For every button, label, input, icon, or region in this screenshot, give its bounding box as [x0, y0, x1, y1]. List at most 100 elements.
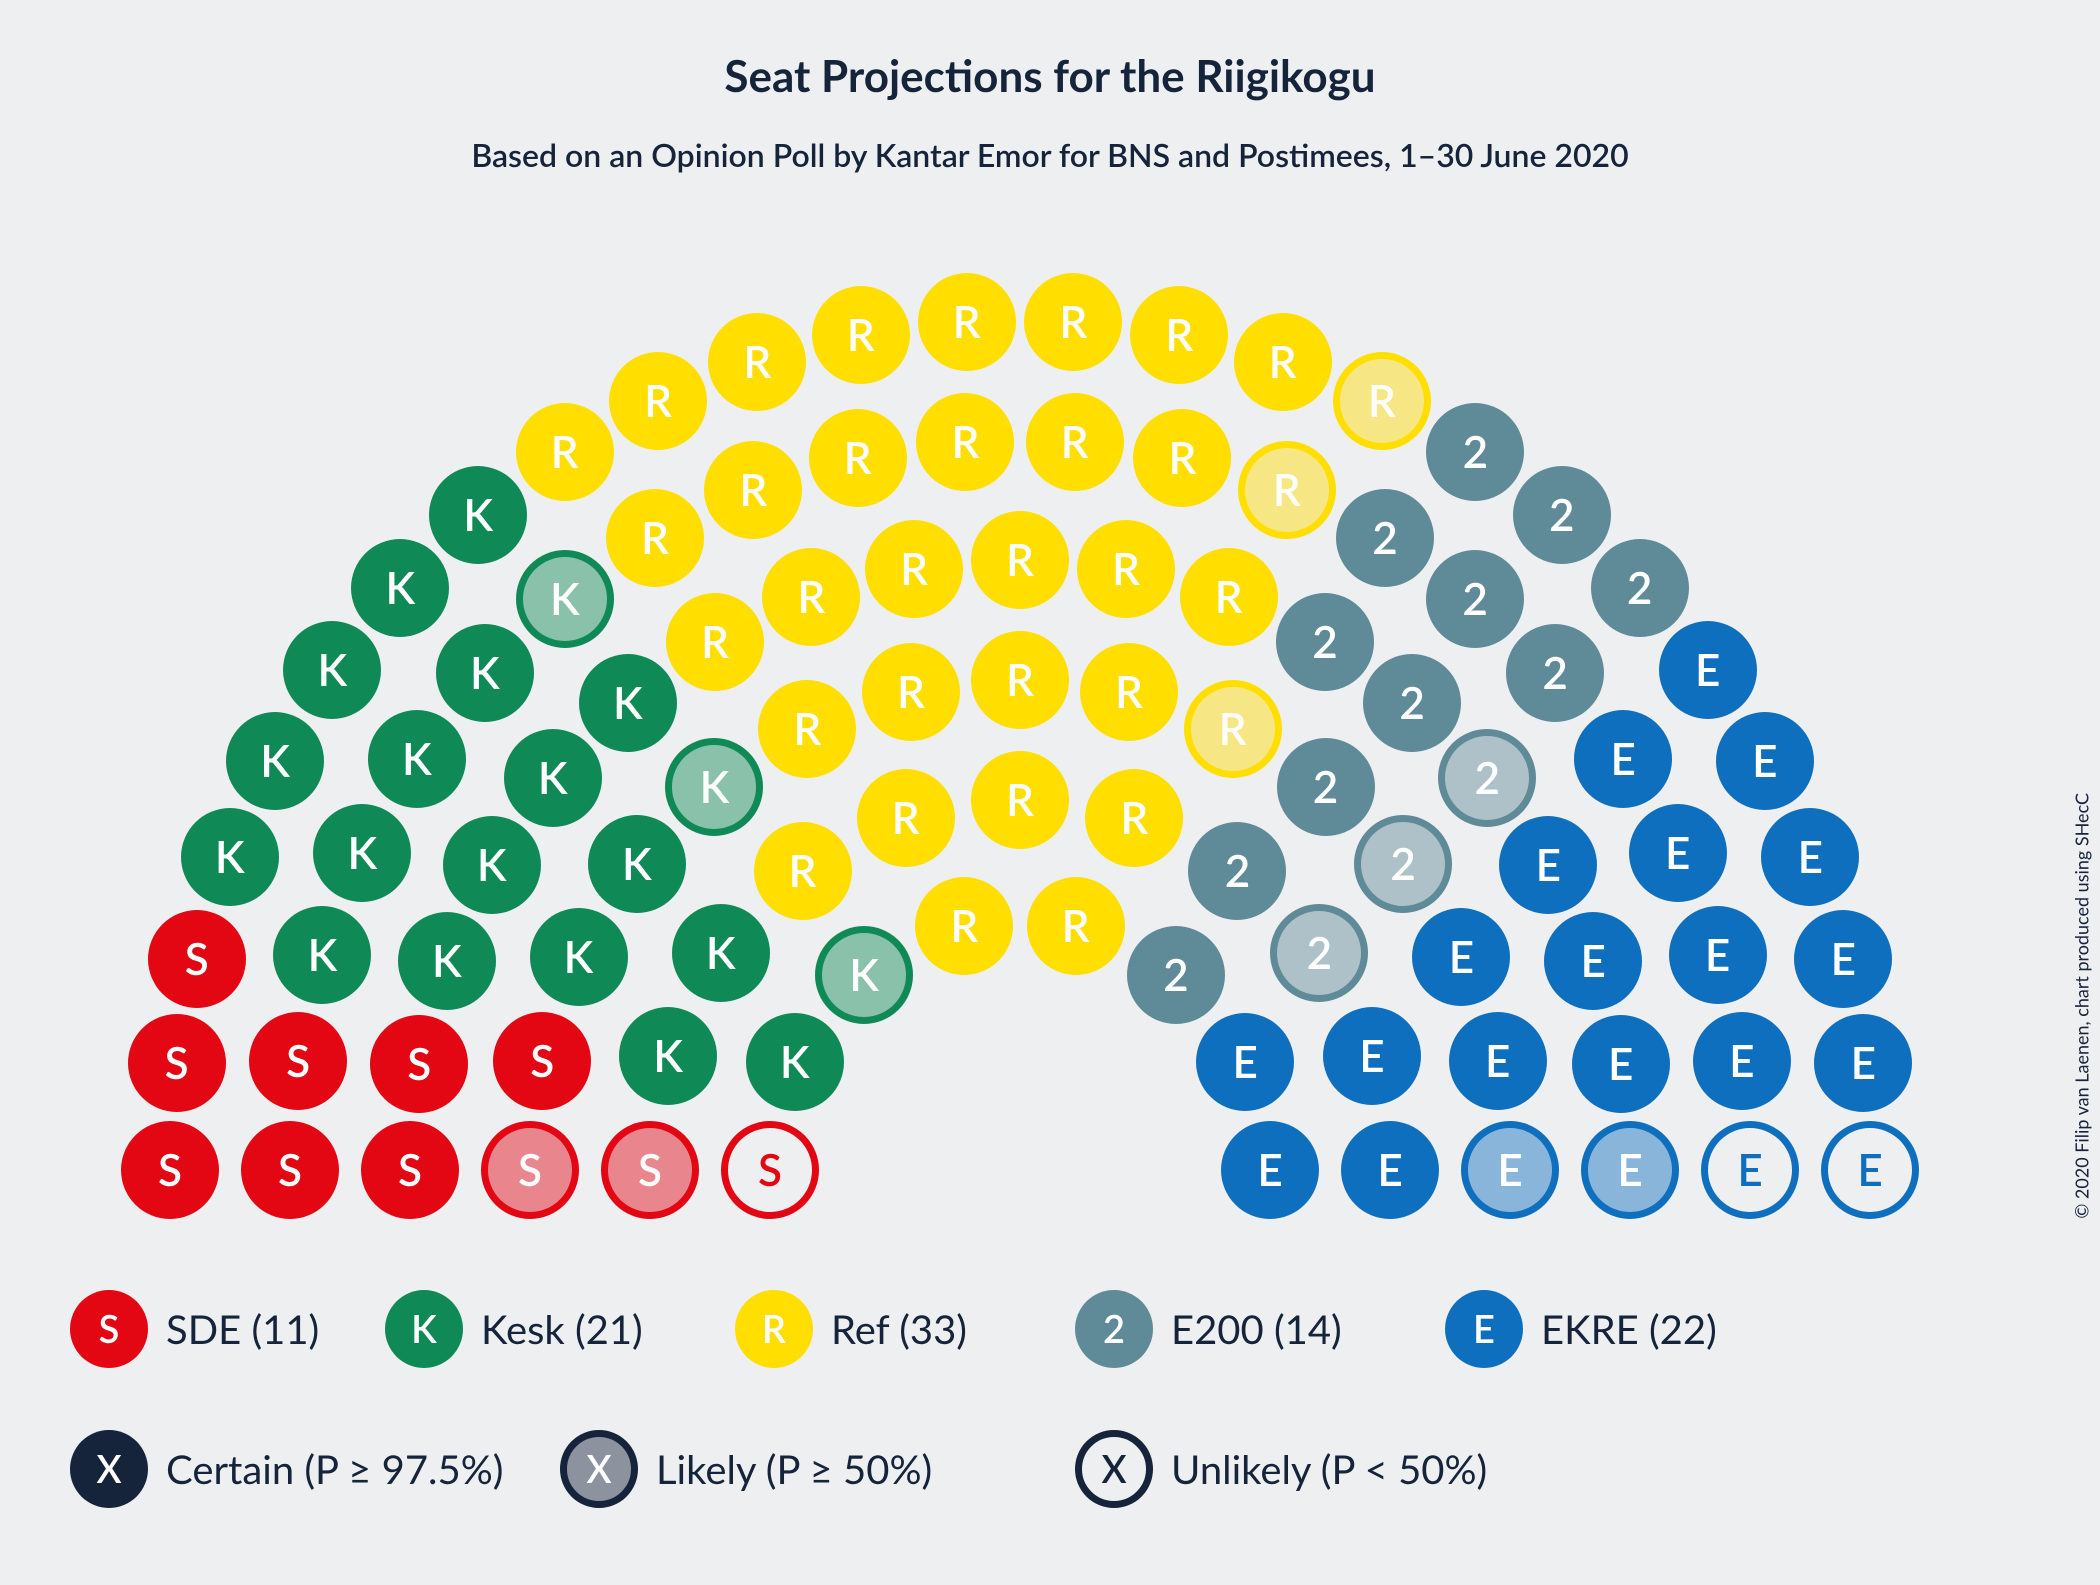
seat-ekre: E — [1659, 621, 1757, 719]
seat-ref: R — [516, 403, 614, 501]
seat-kesk: K — [283, 621, 381, 719]
seat-ref: R — [1077, 520, 1175, 618]
seat-kesk: K — [504, 729, 602, 827]
seat-ref: R — [1234, 313, 1332, 411]
seat-kesk: K — [579, 654, 677, 752]
seat-ekre: E — [1323, 1007, 1421, 1105]
seat-ref: R — [971, 631, 1069, 729]
seat-ref: R — [1024, 273, 1122, 371]
seat-e200: 2 — [1426, 403, 1524, 501]
seat-kesk: K — [588, 815, 686, 913]
seat-ekre: E — [1196, 1013, 1294, 1111]
seat-ekre: E — [1544, 912, 1642, 1010]
seat-kesk: K — [665, 738, 763, 836]
seat-ref: R — [754, 822, 852, 920]
seat-e200: 2 — [1277, 738, 1375, 836]
seat-kesk: K — [516, 550, 614, 648]
seat-kesk: K — [351, 539, 449, 637]
seat-ref: R — [971, 511, 1069, 609]
seat-sde: S — [481, 1121, 579, 1219]
seat-kesk: K — [398, 912, 496, 1010]
seat-kesk: K — [429, 466, 527, 564]
seat-ekre: E — [1449, 1012, 1547, 1110]
seat-ekre: E — [1341, 1121, 1439, 1219]
seat-ekre: E — [1221, 1121, 1319, 1219]
seat-ref: R — [915, 877, 1013, 975]
seat-ekre: E — [1499, 816, 1597, 914]
seat-ekre: E — [1669, 906, 1767, 1004]
legend-party-e200: 2E200 (14) — [1075, 1290, 1342, 1368]
seat-sde: S — [249, 1012, 347, 1110]
seat-e200: 2 — [1188, 822, 1286, 920]
seat-ekre: E — [1821, 1121, 1919, 1219]
seat-ref: R — [862, 643, 960, 741]
seat-sde: S — [493, 1012, 591, 1110]
seat-ref: R — [1184, 680, 1282, 778]
seat-ekre: E — [1461, 1121, 1559, 1219]
legend-cert-label: Likely (P ≥ 50%) — [656, 1445, 932, 1493]
seat-ref: R — [666, 593, 764, 691]
seat-ekre: E — [1701, 1121, 1799, 1219]
seat-ref: R — [916, 393, 1014, 491]
seat-ref: R — [1180, 548, 1278, 646]
seat-sde: S — [121, 1121, 219, 1219]
legend-label: EKRE (22) — [1541, 1305, 1717, 1353]
chart-title: Seat Projections for the Riigikogu — [0, 50, 2100, 102]
seat-e200: 2 — [1127, 926, 1225, 1024]
stage: Seat Projections for the Riigikogu Based… — [0, 0, 2100, 1585]
legend-cert-dot: X — [70, 1430, 148, 1508]
seat-e200: 2 — [1336, 489, 1434, 587]
legend-dot: R — [735, 1290, 813, 1368]
legend-dot: S — [70, 1290, 148, 1368]
legend-label: Ref (33) — [831, 1305, 967, 1353]
legend-label: Kesk (21) — [481, 1305, 643, 1353]
legend-cert-unlikely: XUnlikely (P < 50%) — [1075, 1430, 1487, 1508]
seat-ref: R — [704, 441, 802, 539]
legend-dot: E — [1445, 1290, 1523, 1368]
seat-kesk: K — [443, 816, 541, 914]
seat-ref: R — [762, 548, 860, 646]
seat-kesk: K — [313, 804, 411, 902]
seat-sde: S — [601, 1121, 699, 1219]
legend-party-ekre: E EKRE (22) — [1445, 1290, 1717, 1368]
seat-e200: 2 — [1591, 539, 1689, 637]
seat-ref: R — [1080, 643, 1178, 741]
legend-cert-label: Certain (P ≥ 97.5%) — [166, 1445, 503, 1493]
seat-kesk: K — [368, 710, 466, 808]
credit-text: © 2020 Filip van Laenen, chart produced … — [2071, 793, 2093, 1219]
seat-e200: 2 — [1363, 654, 1461, 752]
seat-sde: S — [148, 910, 246, 1008]
seat-kesk: K — [746, 1013, 844, 1111]
seat-ref: R — [758, 680, 856, 778]
seat-e200: 2 — [1513, 466, 1611, 564]
legend-cert-likely: X Likely (P ≥ 50%) — [560, 1430, 932, 1508]
seat-ekre: E — [1581, 1121, 1679, 1219]
legend-label: SDE (11) — [166, 1305, 319, 1353]
seat-kesk: K — [815, 926, 913, 1024]
seat-ref: R — [708, 313, 806, 411]
seat-e200: 2 — [1426, 550, 1524, 648]
seat-ekre: E — [1761, 808, 1859, 906]
seat-ref: R — [1085, 769, 1183, 867]
legend-cert-dot: X — [560, 1430, 638, 1508]
seat-kesk: K — [226, 712, 324, 810]
seat-ref: R — [1133, 409, 1231, 507]
legend-dot: K — [385, 1290, 463, 1368]
seat-ekre: E — [1574, 710, 1672, 808]
legend-party-ref: R Ref (33) — [735, 1290, 967, 1368]
seat-e200: 2 — [1354, 815, 1452, 913]
seat-ref: R — [1130, 286, 1228, 384]
seat-e200: 2 — [1270, 904, 1368, 1002]
seat-kesk: K — [181, 808, 279, 906]
seat-kesk: K — [672, 904, 770, 1002]
legend-cert-dot: X — [1075, 1430, 1153, 1508]
seat-ref: R — [1027, 877, 1125, 975]
seat-e200: 2 — [1438, 729, 1536, 827]
seat-ref: R — [1333, 352, 1431, 450]
chart-subtitle: Based on an Opinion Poll by Kantar Emor … — [0, 135, 2100, 174]
legend-dot: 2 — [1075, 1290, 1153, 1368]
seat-kesk: K — [619, 1007, 717, 1105]
seat-ekre: E — [1693, 1012, 1791, 1110]
legend-cert-certain: X Certain (P ≥ 97.5%) — [70, 1430, 503, 1508]
seat-kesk: K — [273, 906, 371, 1004]
